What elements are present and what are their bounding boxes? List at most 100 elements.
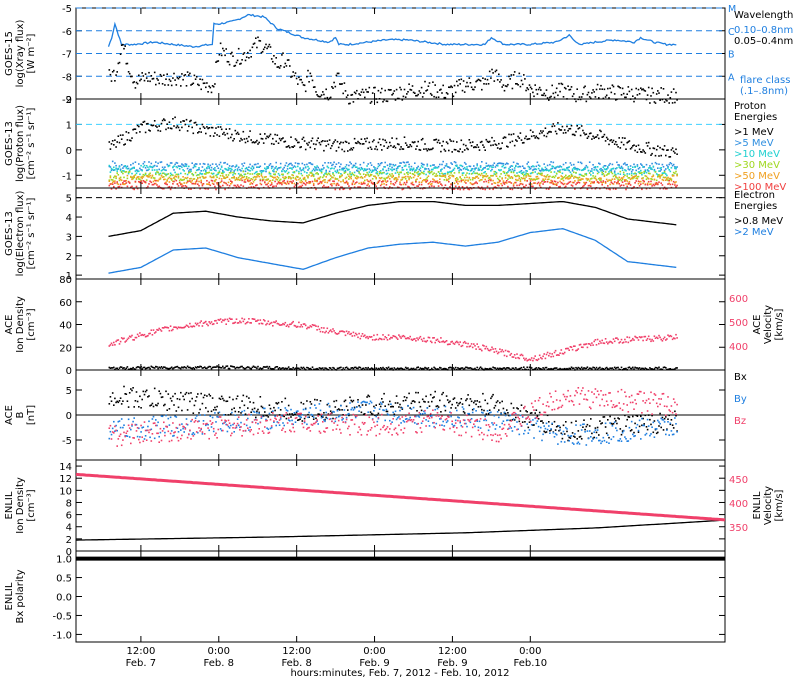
series-point-1 [370, 336, 373, 338]
series-point-1 [227, 169, 230, 171]
series-point-3 [621, 178, 624, 181]
series-point-1 [621, 87, 624, 90]
series-point-0 [549, 130, 551, 133]
series-point-1 [270, 165, 273, 168]
series-point-0 [361, 404, 364, 406]
series-point-1 [550, 161, 552, 163]
series-point-4 [491, 175, 493, 177]
series-point-0 [332, 142, 334, 145]
series-point-0 [142, 121, 145, 123]
series-point-3 [169, 174, 172, 177]
series-point-0 [169, 397, 172, 400]
series-point-0 [297, 419, 299, 421]
series-point-4 [247, 178, 249, 181]
series-point-2 [652, 165, 655, 168]
series-point-2 [278, 174, 281, 177]
series-point-3 [381, 176, 383, 179]
series-point-3 [339, 175, 341, 177]
series-point-0 [198, 131, 200, 133]
series-point-1 [370, 100, 373, 103]
series-point-4 [123, 183, 125, 186]
series-point-1 [307, 69, 309, 72]
series-point-5 [158, 185, 160, 188]
series-point-0 [128, 139, 131, 142]
series-point-1 [160, 161, 163, 163]
series-point-2 [600, 170, 602, 172]
series-point-0 [347, 409, 349, 411]
series-point-1 [127, 71, 130, 73]
series-point-1 [508, 75, 510, 78]
series-point-5 [602, 180, 605, 182]
series-point-1 [166, 73, 168, 75]
series-point-1 [251, 318, 254, 320]
series-point-0 [119, 134, 122, 136]
series-point-4 [332, 176, 334, 179]
series-point-4 [530, 183, 533, 185]
series-point-5 [252, 186, 255, 188]
series-point-1 [654, 102, 657, 104]
series-point-2 [114, 169, 116, 171]
series-point-0 [323, 412, 325, 414]
series-point-1 [211, 323, 214, 326]
series-point-4 [479, 174, 482, 177]
series-point-0 [265, 137, 267, 140]
series-point-5 [458, 185, 460, 188]
series-point-0 [613, 143, 616, 145]
series-point-5 [449, 186, 451, 188]
series-point-4 [318, 177, 321, 179]
series-point-0 [403, 368, 406, 371]
series-point-1 [328, 330, 331, 332]
series-point-1 [126, 338, 129, 341]
series-point-5 [411, 183, 414, 186]
series-point-0 [576, 367, 578, 370]
series-point-1 [414, 92, 416, 94]
series-point-1 [205, 170, 207, 172]
series-point-3 [529, 178, 532, 181]
series-point-5 [410, 182, 413, 185]
series-point-5 [578, 181, 581, 184]
legend-entry: >100 MeV [734, 182, 786, 193]
series-point-4 [407, 175, 409, 178]
series-point-0 [437, 139, 440, 142]
series-point-4 [207, 183, 209, 185]
series-point-3 [634, 172, 636, 174]
series-point-4 [465, 179, 467, 181]
series-point-1 [666, 100, 668, 102]
series-point-0 [118, 400, 121, 402]
series-point-2 [644, 170, 647, 173]
series-point-1 [668, 335, 670, 338]
series-point-5 [328, 179, 331, 182]
series-point-0 [474, 146, 476, 148]
series-point-1 [499, 162, 501, 164]
series-point-0 [428, 405, 431, 407]
series-point-4 [293, 182, 296, 185]
series-point-1 [403, 88, 406, 91]
series-point-3 [613, 174, 616, 176]
series-point-1 [535, 165, 538, 168]
series-point-2 [610, 168, 613, 170]
series-point-4 [282, 176, 284, 179]
series-point-5 [125, 182, 128, 184]
series-point-3 [212, 175, 215, 178]
series-point-5 [504, 181, 507, 184]
series-point-3 [640, 172, 642, 174]
series-point-1 [383, 99, 385, 101]
series-point-0 [328, 367, 331, 369]
series-point-0 [253, 366, 256, 368]
series-point-1 [335, 74, 338, 77]
series-point-0 [578, 367, 581, 370]
series-point-1 [607, 87, 609, 90]
series-point-3 [549, 175, 551, 178]
series-point-0 [659, 368, 661, 371]
series-point-1 [575, 167, 577, 170]
series-point-3 [168, 176, 171, 179]
series-point-1 [255, 37, 257, 39]
series-point-1 [339, 83, 341, 85]
series-point-1 [141, 72, 143, 74]
series-point-1 [174, 79, 176, 81]
series-point-4 [624, 179, 626, 181]
series-point-3 [158, 173, 160, 176]
series-point-1 [394, 99, 397, 101]
series-point-1 [610, 170, 613, 172]
series-point-3 [440, 175, 442, 177]
